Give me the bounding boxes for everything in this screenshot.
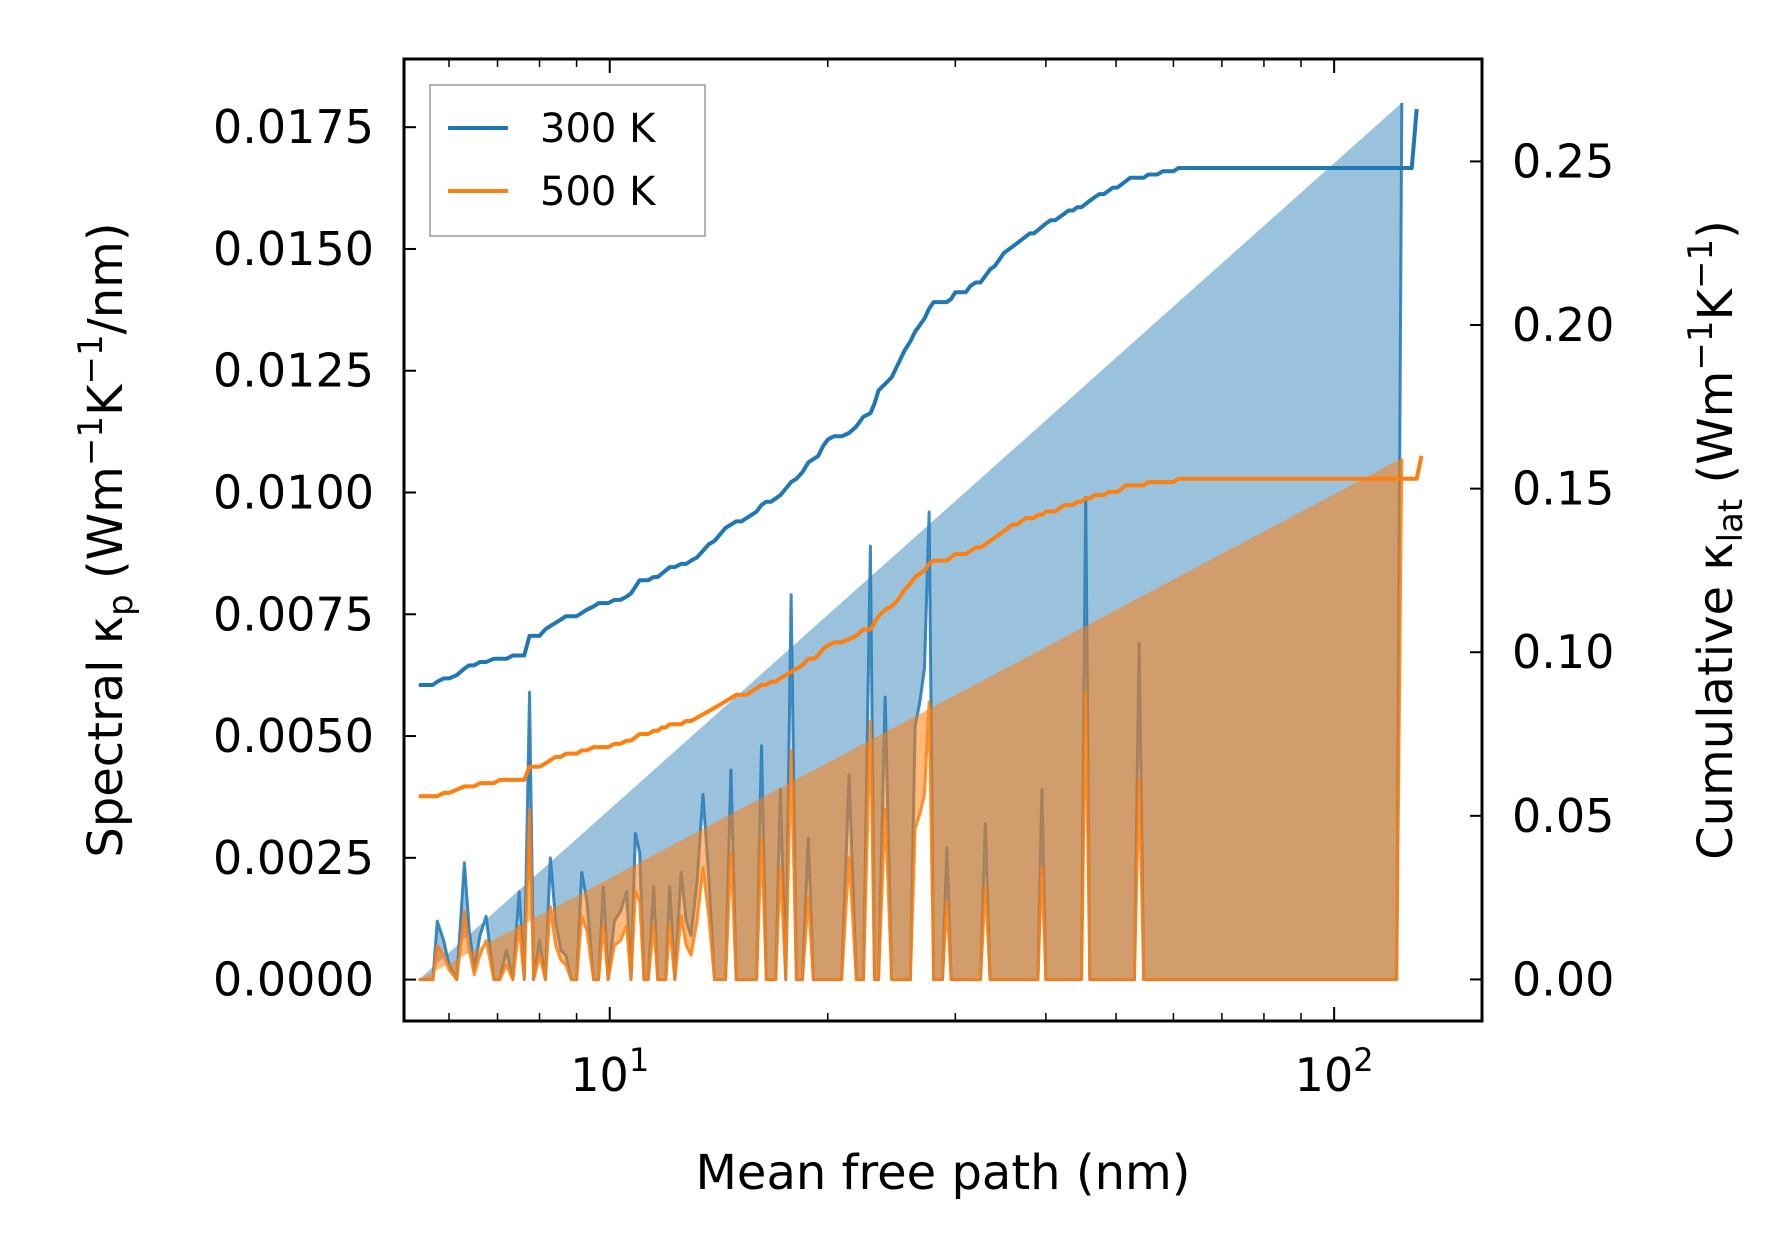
x-tick-label: 102 xyxy=(1295,1041,1374,1102)
spectral-area-500k xyxy=(418,458,1402,980)
y-right-tick-label: 0.25 xyxy=(1512,134,1614,188)
y-left-tick-label: 0.0125 xyxy=(213,344,374,398)
y-left-tick-label: 0.0000 xyxy=(213,953,374,1007)
axes-frame xyxy=(402,57,1484,1023)
x-tick-label: 101 xyxy=(570,1041,649,1102)
y-right-tick-label: 0.00 xyxy=(1512,952,1614,1006)
y-left-tick-label: 0.0075 xyxy=(213,587,374,641)
legend-box xyxy=(429,84,706,237)
y-left-tick-label: 0.0150 xyxy=(213,222,374,276)
y-axis-label-right: Cumulative κlat (Wm−1K−1) xyxy=(1681,220,1751,860)
y-left-tick-label: 0.0175 xyxy=(213,100,374,154)
cumulative-line-300k xyxy=(418,108,1419,687)
y-right-tick-label: 0.20 xyxy=(1512,298,1614,352)
y-right-tick-label: 0.15 xyxy=(1512,462,1614,516)
y-axis-label-left: Spectral κp (Wm−1K−1/nm) xyxy=(71,222,141,857)
y-right-tick-label: 0.05 xyxy=(1512,789,1614,843)
y-left-tick-label: 0.0050 xyxy=(213,709,374,763)
cumulative-line-500k xyxy=(418,455,1424,799)
legend: 300 K 500 K xyxy=(429,84,706,237)
y-left-tick-label: 0.0025 xyxy=(213,831,374,885)
plot-area xyxy=(418,102,1424,982)
legend-label-500k: 500 K xyxy=(540,169,657,215)
spectral-line-500k xyxy=(418,458,1404,982)
x-axis-label: Mean free path (nm) xyxy=(696,1145,1191,1201)
y-left-tick-label: 0.0100 xyxy=(213,466,374,520)
axis-ticks: 0.0000 0.0025 0.0050 0.0075 0.0100 0.0125 0.01… xyxy=(213,59,1614,1102)
y-right-tick-label: 0.10 xyxy=(1512,625,1614,679)
legend-label-300k: 300 K xyxy=(540,106,657,152)
